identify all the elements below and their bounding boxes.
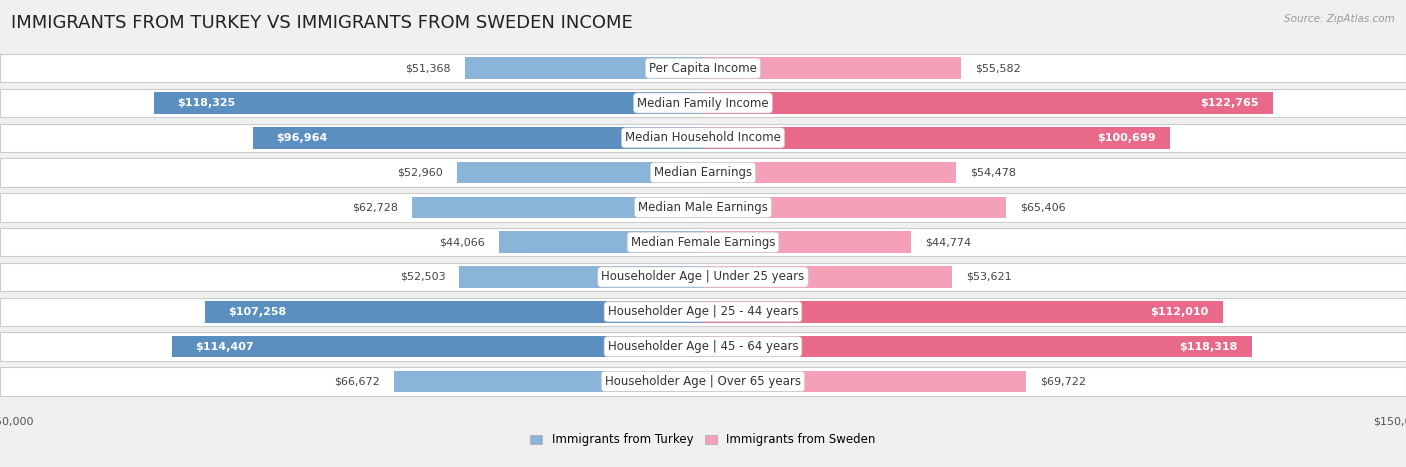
- Bar: [703, 301, 1223, 323]
- Bar: [412, 197, 703, 218]
- Text: $107,258: $107,258: [229, 307, 287, 317]
- Text: Per Capita Income: Per Capita Income: [650, 62, 756, 75]
- Bar: [460, 266, 703, 288]
- Bar: [172, 336, 703, 357]
- Text: $54,478: $54,478: [970, 168, 1015, 177]
- Bar: [499, 232, 703, 253]
- Text: $65,406: $65,406: [1021, 202, 1066, 212]
- Bar: [464, 57, 703, 79]
- Bar: [0, 193, 1406, 222]
- Bar: [394, 371, 703, 392]
- Text: Householder Age | 45 - 64 years: Householder Age | 45 - 64 years: [607, 340, 799, 353]
- Text: $118,325: $118,325: [177, 98, 235, 108]
- Text: IMMIGRANTS FROM TURKEY VS IMMIGRANTS FROM SWEDEN INCOME: IMMIGRANTS FROM TURKEY VS IMMIGRANTS FRO…: [11, 14, 633, 32]
- Text: $44,774: $44,774: [925, 237, 970, 247]
- Text: $114,407: $114,407: [195, 341, 254, 352]
- Text: $66,672: $66,672: [335, 376, 380, 386]
- Text: Householder Age | Over 65 years: Householder Age | Over 65 years: [605, 375, 801, 388]
- Bar: [703, 197, 1007, 218]
- Bar: [0, 124, 1406, 152]
- Bar: [703, 57, 960, 79]
- Bar: [703, 162, 956, 184]
- Text: $51,368: $51,368: [405, 63, 451, 73]
- Legend: Immigrants from Turkey, Immigrants from Sweden: Immigrants from Turkey, Immigrants from …: [526, 429, 880, 451]
- Bar: [703, 232, 911, 253]
- Bar: [0, 228, 1406, 256]
- Text: $52,960: $52,960: [398, 168, 443, 177]
- Bar: [703, 92, 1272, 114]
- Bar: [155, 92, 703, 114]
- Text: $55,582: $55,582: [974, 63, 1021, 73]
- Text: $53,621: $53,621: [966, 272, 1011, 282]
- Bar: [703, 371, 1026, 392]
- Text: $69,722: $69,722: [1040, 376, 1087, 386]
- Text: $44,066: $44,066: [439, 237, 485, 247]
- Text: Median Female Earnings: Median Female Earnings: [631, 236, 775, 249]
- Bar: [703, 336, 1251, 357]
- Text: Median Household Income: Median Household Income: [626, 131, 780, 144]
- Text: Source: ZipAtlas.com: Source: ZipAtlas.com: [1284, 14, 1395, 24]
- Bar: [0, 158, 1406, 187]
- Text: $52,503: $52,503: [399, 272, 446, 282]
- Bar: [0, 333, 1406, 361]
- Bar: [0, 54, 1406, 83]
- Bar: [0, 297, 1406, 326]
- Text: $62,728: $62,728: [352, 202, 398, 212]
- Bar: [0, 263, 1406, 291]
- Bar: [703, 127, 1170, 149]
- Text: $118,318: $118,318: [1180, 341, 1239, 352]
- Text: $112,010: $112,010: [1150, 307, 1209, 317]
- Bar: [0, 89, 1406, 117]
- Bar: [253, 127, 703, 149]
- Text: Householder Age | Under 25 years: Householder Age | Under 25 years: [602, 270, 804, 283]
- Text: $96,964: $96,964: [277, 133, 328, 143]
- Bar: [205, 301, 703, 323]
- Bar: [0, 367, 1406, 396]
- Text: $100,699: $100,699: [1098, 133, 1156, 143]
- Text: Median Family Income: Median Family Income: [637, 97, 769, 110]
- Bar: [703, 266, 952, 288]
- Text: Median Earnings: Median Earnings: [654, 166, 752, 179]
- Text: Median Male Earnings: Median Male Earnings: [638, 201, 768, 214]
- Bar: [457, 162, 703, 184]
- Text: $122,765: $122,765: [1201, 98, 1258, 108]
- Text: Householder Age | 25 - 44 years: Householder Age | 25 - 44 years: [607, 305, 799, 318]
